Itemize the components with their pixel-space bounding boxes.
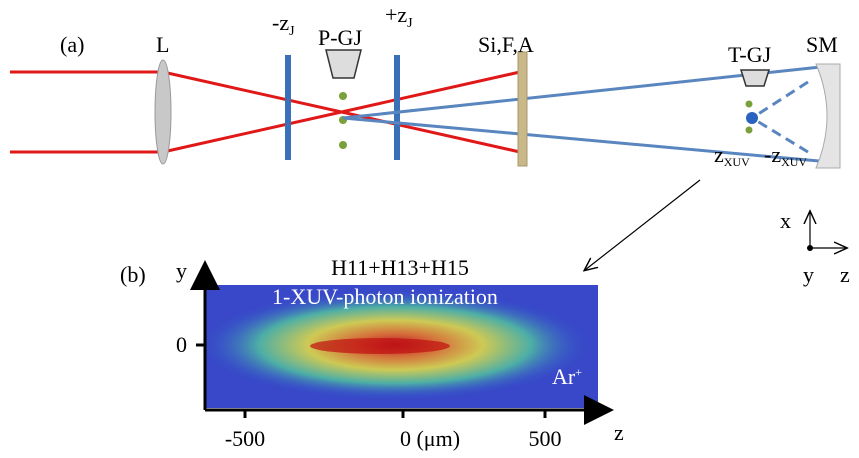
focus xyxy=(746,112,758,124)
coordinate-axes xyxy=(810,212,846,248)
axis-label: y xyxy=(803,262,814,287)
tick-label: 0 xyxy=(176,332,187,357)
gas-jet xyxy=(741,70,769,86)
gas-jet xyxy=(326,50,361,78)
tick-label: -500 xyxy=(225,426,265,451)
diagram: (a) L -zJ +zJ P-GJ Si,F,A T-GJ SM zXUV -… xyxy=(0,0,859,458)
tick-label: 500 xyxy=(529,426,562,451)
laser-beam xyxy=(10,72,520,152)
process-label: 1-XUV-photon ionization xyxy=(272,284,498,309)
panel-label: (b) xyxy=(120,262,146,287)
lens-label: L xyxy=(156,32,169,57)
axis-label: z xyxy=(840,262,850,287)
jet-label: -zJ xyxy=(272,10,295,39)
axis-label: z xyxy=(614,420,624,445)
filter xyxy=(518,52,527,166)
spherical-mirror xyxy=(816,64,840,168)
jet-label: +zJ xyxy=(385,2,413,31)
filter-label: Si,F,A xyxy=(478,32,534,57)
pgj-label: P-GJ xyxy=(318,25,362,50)
tgj-label: T-GJ xyxy=(728,42,772,67)
jet-plane xyxy=(394,55,400,160)
axis-origin xyxy=(807,245,813,251)
harmonics-label: H11+H13+H15 xyxy=(331,255,469,280)
tick-label: 0 (μm) xyxy=(400,426,460,451)
zxuv-label: zXUV xyxy=(714,142,750,169)
mirror-label: SM xyxy=(806,32,838,57)
jet-plane xyxy=(285,55,291,160)
panel-label: (a) xyxy=(60,32,84,57)
axis-label: x xyxy=(780,208,791,233)
ion-image-core xyxy=(310,338,450,354)
zoom-arrow xyxy=(585,180,700,270)
lens xyxy=(155,60,171,164)
axis-label: y xyxy=(176,258,187,283)
atoms xyxy=(339,92,347,149)
